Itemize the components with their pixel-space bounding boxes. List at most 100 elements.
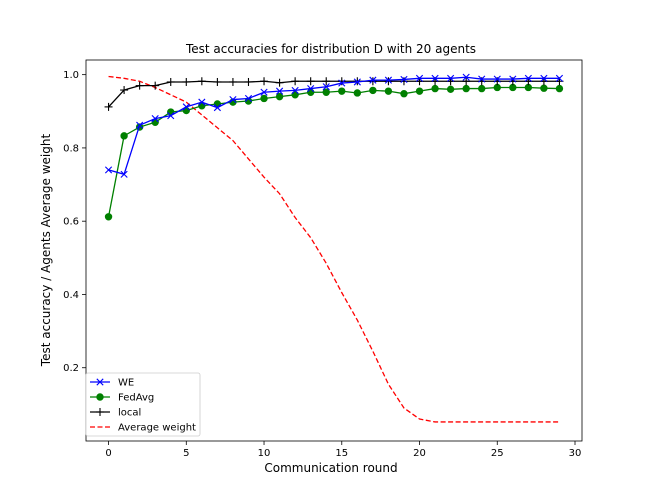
data-point-local (399, 77, 408, 86)
series-line-average-weight (108, 75, 560, 423)
data-point-we (415, 74, 424, 82)
y-tick-label: 0.2 (63, 363, 79, 374)
data-point-fedavg (369, 86, 377, 95)
legend-item-average-weight: Average weight (90, 423, 196, 434)
legend-label: Average weight (118, 423, 196, 434)
data-point-we (447, 74, 455, 82)
data-point-local (197, 77, 206, 86)
series-we (104, 73, 564, 178)
data-point-fedavg (306, 88, 315, 96)
data-point-we (120, 170, 128, 178)
data-point-fedavg (446, 85, 455, 94)
data-point-local (182, 77, 191, 86)
data-point-fedavg (338, 87, 346, 95)
legend-frame (85, 372, 201, 437)
x-tick-label: 10 (258, 448, 271, 459)
legend-item-local: local (90, 408, 141, 419)
x-tick-label: 20 (413, 448, 426, 459)
data-point-we (540, 74, 548, 82)
x-tick-label: 5 (183, 448, 189, 459)
y-tick-label: 0.4 (63, 290, 79, 301)
data-point-we (104, 166, 113, 174)
legend-item-fedavg: FedAvg (90, 393, 154, 404)
y-axis-label: Test accuracy / Agents Average weight (39, 134, 53, 368)
data-point-fedavg (555, 84, 564, 93)
data-point-we (462, 73, 470, 81)
legend-marker (96, 393, 104, 401)
data-point-local (337, 77, 346, 86)
y-tick-label: 0.6 (63, 217, 79, 228)
data-point-we (229, 95, 237, 104)
data-point-fedavg (415, 87, 424, 95)
data-point-fedavg (384, 87, 393, 95)
data-point-we (198, 98, 206, 106)
data-point-local (213, 77, 222, 86)
data-point-we (260, 88, 268, 96)
data-point-we (509, 75, 517, 83)
series-line-fedavg (107, 86, 560, 217)
chart-title: Test accuracies for distribution D with … (185, 42, 476, 56)
data-point-local (291, 77, 300, 86)
data-point-we (524, 74, 532, 82)
data-point-we (275, 87, 284, 95)
data-point-local (322, 77, 331, 86)
data-point-fedavg (478, 84, 486, 93)
data-point-local (462, 77, 471, 86)
data-point-we (384, 76, 393, 84)
data-point-local (151, 81, 160, 90)
legend-label: local (118, 408, 141, 419)
data-point-we (478, 75, 486, 83)
series-layer (104, 73, 564, 423)
data-point-we (431, 74, 439, 82)
data-point-we (322, 83, 330, 91)
data-point-fedavg (120, 132, 128, 140)
data-point-local (228, 77, 237, 86)
data-point-local (244, 77, 253, 86)
x-tick-label: 0 (105, 448, 111, 459)
legend-label: FedAvg (118, 393, 154, 404)
data-point-local (135, 81, 144, 90)
legend: WE FedAvg local Average weight (85, 372, 201, 437)
data-point-local (275, 78, 284, 87)
data-point-we (244, 94, 253, 103)
data-point-we (167, 112, 175, 120)
y-tick-label: 0.8 (63, 143, 79, 154)
data-point-local (260, 77, 269, 86)
data-point-we (182, 103, 190, 111)
data-point-local (166, 77, 175, 86)
data-point-local (120, 86, 129, 95)
data-point-we (493, 75, 501, 83)
data-point-we (353, 78, 361, 86)
series-line-we (108, 76, 560, 176)
x-axis: 0 5 10 15 20 25 30 (105, 441, 581, 459)
data-point-we (136, 121, 144, 129)
legend-item-we: WE (90, 378, 134, 389)
data-point-fedavg (291, 91, 299, 99)
series-fedavg (104, 83, 564, 221)
x-tick-label: 30 (569, 448, 582, 459)
data-point-we (338, 79, 346, 87)
data-point-fedavg (540, 84, 548, 92)
data-point-fedavg (431, 84, 439, 93)
data-point-we (555, 74, 564, 82)
x-axis-label: Communication round (264, 461, 397, 475)
data-point-fedavg (275, 92, 284, 101)
data-point-fedavg (400, 90, 408, 98)
x-tick-label: 15 (335, 448, 348, 459)
data-point-local (384, 77, 393, 86)
data-point-local (368, 77, 377, 86)
series-average-weight (108, 75, 560, 423)
data-point-we (151, 115, 159, 123)
plot-area (85, 59, 583, 442)
y-tick-label: 1.0 (63, 70, 79, 81)
data-point-we (213, 104, 221, 112)
y-axis: 0.2 0.4 0.6 0.8 1.0 (63, 70, 86, 374)
data-point-fedavg (462, 84, 470, 93)
legend-label: WE (118, 378, 134, 389)
data-point-local (306, 77, 315, 86)
data-point-we (369, 76, 377, 84)
data-point-fedavg (104, 213, 113, 221)
legend-marker (96, 408, 104, 416)
legend-marker (96, 378, 104, 386)
